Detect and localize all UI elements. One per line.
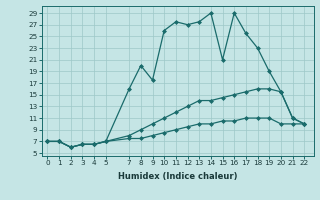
X-axis label: Humidex (Indice chaleur): Humidex (Indice chaleur) (118, 172, 237, 181)
